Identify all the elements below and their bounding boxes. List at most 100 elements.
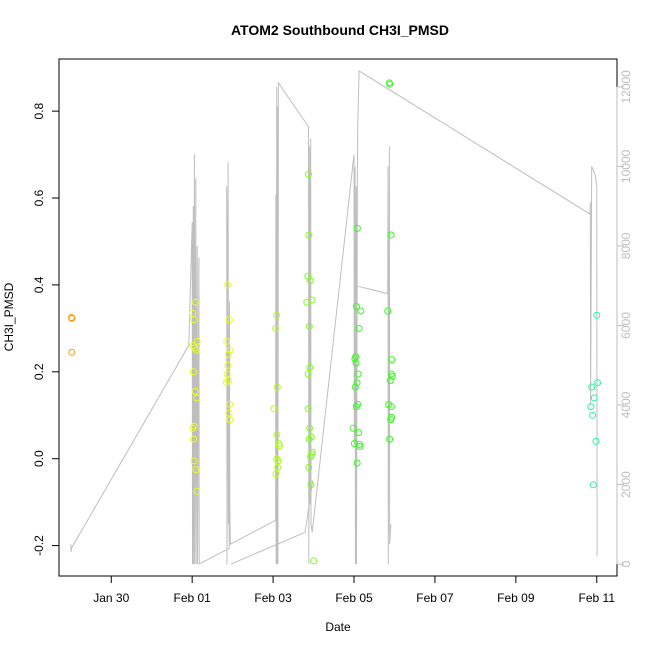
data-point bbox=[305, 463, 313, 471]
data-point bbox=[190, 435, 198, 443]
data-point bbox=[386, 435, 394, 443]
data-point bbox=[304, 405, 312, 413]
data-point bbox=[351, 355, 359, 363]
data-point bbox=[310, 557, 318, 565]
data-point bbox=[355, 324, 363, 332]
data-point bbox=[305, 231, 313, 239]
data-point bbox=[189, 368, 197, 376]
data-point bbox=[387, 231, 395, 239]
y-right-tick-label: 12000 bbox=[619, 70, 633, 104]
data-point bbox=[303, 298, 311, 306]
y-tick-label: 0.4 bbox=[32, 276, 46, 293]
x-axis: Jan 30 Feb 01 Feb 03 Feb 05 Feb 07 Feb 09 Feb … bbox=[93, 575, 616, 605]
data-point bbox=[587, 403, 595, 411]
x-axis-title: Date bbox=[325, 620, 351, 634]
data-point bbox=[589, 481, 597, 489]
data-point bbox=[305, 322, 313, 330]
data-point bbox=[353, 459, 361, 467]
data-point bbox=[306, 424, 314, 432]
data-point bbox=[68, 348, 76, 356]
y-right-tick-label: 8000 bbox=[619, 232, 633, 259]
data-point bbox=[192, 346, 200, 354]
data-point bbox=[224, 361, 232, 369]
data-point bbox=[592, 437, 600, 445]
data-point bbox=[273, 311, 280, 319]
data-point bbox=[226, 346, 234, 354]
x-tick-label: Jan 30 bbox=[93, 591, 129, 605]
y-right-tick-label: 0 bbox=[619, 560, 633, 567]
data-point bbox=[352, 359, 360, 367]
data-point bbox=[192, 298, 199, 306]
data-point bbox=[594, 379, 602, 387]
y-axis-right: 0 2000 4000 6000 8000 10000 12000 bbox=[616, 70, 633, 567]
data-point bbox=[387, 416, 395, 424]
y-axis: -0.2 0.0 0.2 0.4 0.6 0.8 bbox=[32, 102, 60, 556]
x-tick-label: Feb 01 bbox=[173, 591, 211, 605]
secondary-line-2 bbox=[355, 146, 392, 565]
data-point bbox=[68, 314, 76, 322]
data-point bbox=[226, 400, 234, 408]
data-point bbox=[192, 466, 200, 474]
plot-frame bbox=[58, 58, 618, 577]
data-point bbox=[354, 370, 362, 378]
y-right-tick-label: 4000 bbox=[619, 391, 633, 418]
data-point bbox=[190, 422, 198, 430]
y-tick-label: 0.6 bbox=[32, 189, 46, 206]
data-point bbox=[274, 463, 282, 471]
data-point bbox=[307, 481, 315, 489]
y-tick-label: 0.2 bbox=[32, 363, 46, 380]
data-point bbox=[191, 344, 199, 352]
x-tick-label: Feb 11 bbox=[579, 591, 616, 605]
data-point bbox=[226, 416, 234, 424]
secondary-line bbox=[70, 70, 598, 565]
data-point bbox=[388, 372, 396, 380]
data-point bbox=[224, 350, 232, 358]
data-point bbox=[307, 453, 314, 460]
y-tick-label: 0.8 bbox=[32, 102, 46, 119]
data-point bbox=[193, 337, 201, 345]
data-point bbox=[305, 170, 312, 178]
data-point bbox=[307, 433, 315, 441]
y-right-tick-label: 2000 bbox=[619, 471, 633, 498]
data-point bbox=[304, 370, 312, 378]
scatter-points bbox=[68, 79, 602, 565]
y-right-tick-label: 10000 bbox=[619, 149, 633, 183]
data-point bbox=[193, 487, 201, 495]
data-point bbox=[189, 342, 197, 350]
y-axis-title: CH3I_PMSD bbox=[2, 282, 16, 351]
data-point bbox=[589, 411, 597, 419]
data-point bbox=[352, 403, 360, 411]
data-point bbox=[357, 307, 365, 315]
data-point bbox=[388, 356, 396, 364]
secondary-line-3 bbox=[230, 480, 314, 565]
data-point bbox=[593, 311, 601, 319]
data-point bbox=[275, 442, 283, 450]
x-tick-label: Feb 09 bbox=[497, 591, 535, 605]
data-point bbox=[355, 429, 363, 437]
data-point bbox=[193, 394, 201, 402]
data-point bbox=[353, 303, 360, 311]
data-point bbox=[353, 379, 361, 387]
data-point bbox=[273, 383, 281, 391]
data-point bbox=[190, 457, 198, 465]
data-point bbox=[223, 370, 231, 378]
data-point bbox=[270, 405, 278, 413]
data-point bbox=[191, 387, 199, 395]
secondary-series bbox=[70, 70, 598, 565]
data-point bbox=[351, 383, 359, 391]
x-tick-label: Feb 05 bbox=[335, 591, 373, 605]
data-point bbox=[272, 324, 280, 332]
data-point bbox=[223, 337, 231, 345]
y-right-tick-label: 6000 bbox=[619, 312, 633, 339]
data-point bbox=[273, 431, 281, 439]
x-tick-label: Feb 07 bbox=[416, 591, 454, 605]
data-point bbox=[384, 307, 392, 315]
data-point bbox=[274, 457, 282, 465]
data-point bbox=[222, 379, 230, 387]
chart-title: ATOM2 Southbound CH3I_PMSD bbox=[231, 22, 449, 38]
data-point bbox=[590, 394, 598, 402]
y-tick-label: -0.2 bbox=[32, 535, 46, 556]
data-point bbox=[224, 281, 232, 289]
x-tick-label: Feb 03 bbox=[254, 591, 292, 605]
